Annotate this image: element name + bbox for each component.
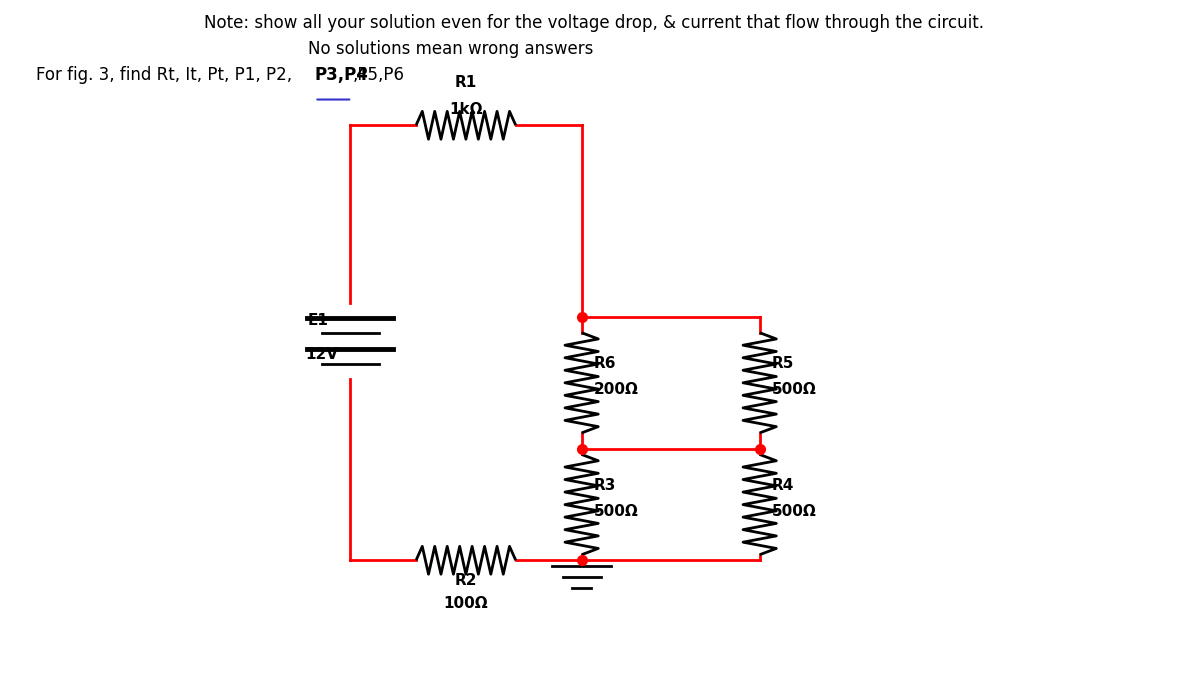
Text: ,P5,P6: ,P5,P6 [353, 66, 405, 84]
Text: 12V: 12V [305, 347, 338, 363]
Text: No solutions mean wrong answers: No solutions mean wrong answers [309, 40, 594, 58]
Text: R1: R1 [455, 75, 477, 90]
Text: R6: R6 [594, 356, 616, 371]
Text: R5: R5 [772, 356, 794, 371]
Text: 500Ω: 500Ω [772, 382, 817, 397]
Text: R4: R4 [772, 477, 794, 493]
Text: 100Ω: 100Ω [444, 596, 488, 612]
Text: 200Ω: 200Ω [594, 382, 639, 397]
Text: P3,P4: P3,P4 [315, 66, 368, 84]
Text: 500Ω: 500Ω [772, 504, 817, 519]
Text: For fig. 3, find Rt, It, Pt, P1, P2,: For fig. 3, find Rt, It, Pt, P1, P2, [36, 66, 297, 84]
Text: 1kΩ: 1kΩ [449, 102, 483, 117]
Text: E1: E1 [307, 313, 329, 328]
Text: 500Ω: 500Ω [594, 504, 639, 519]
Text: R2: R2 [455, 573, 477, 588]
Text: Note: show all your solution even for the voltage drop, & current that flow thro: Note: show all your solution even for th… [203, 14, 984, 32]
Text: R3: R3 [594, 477, 616, 493]
